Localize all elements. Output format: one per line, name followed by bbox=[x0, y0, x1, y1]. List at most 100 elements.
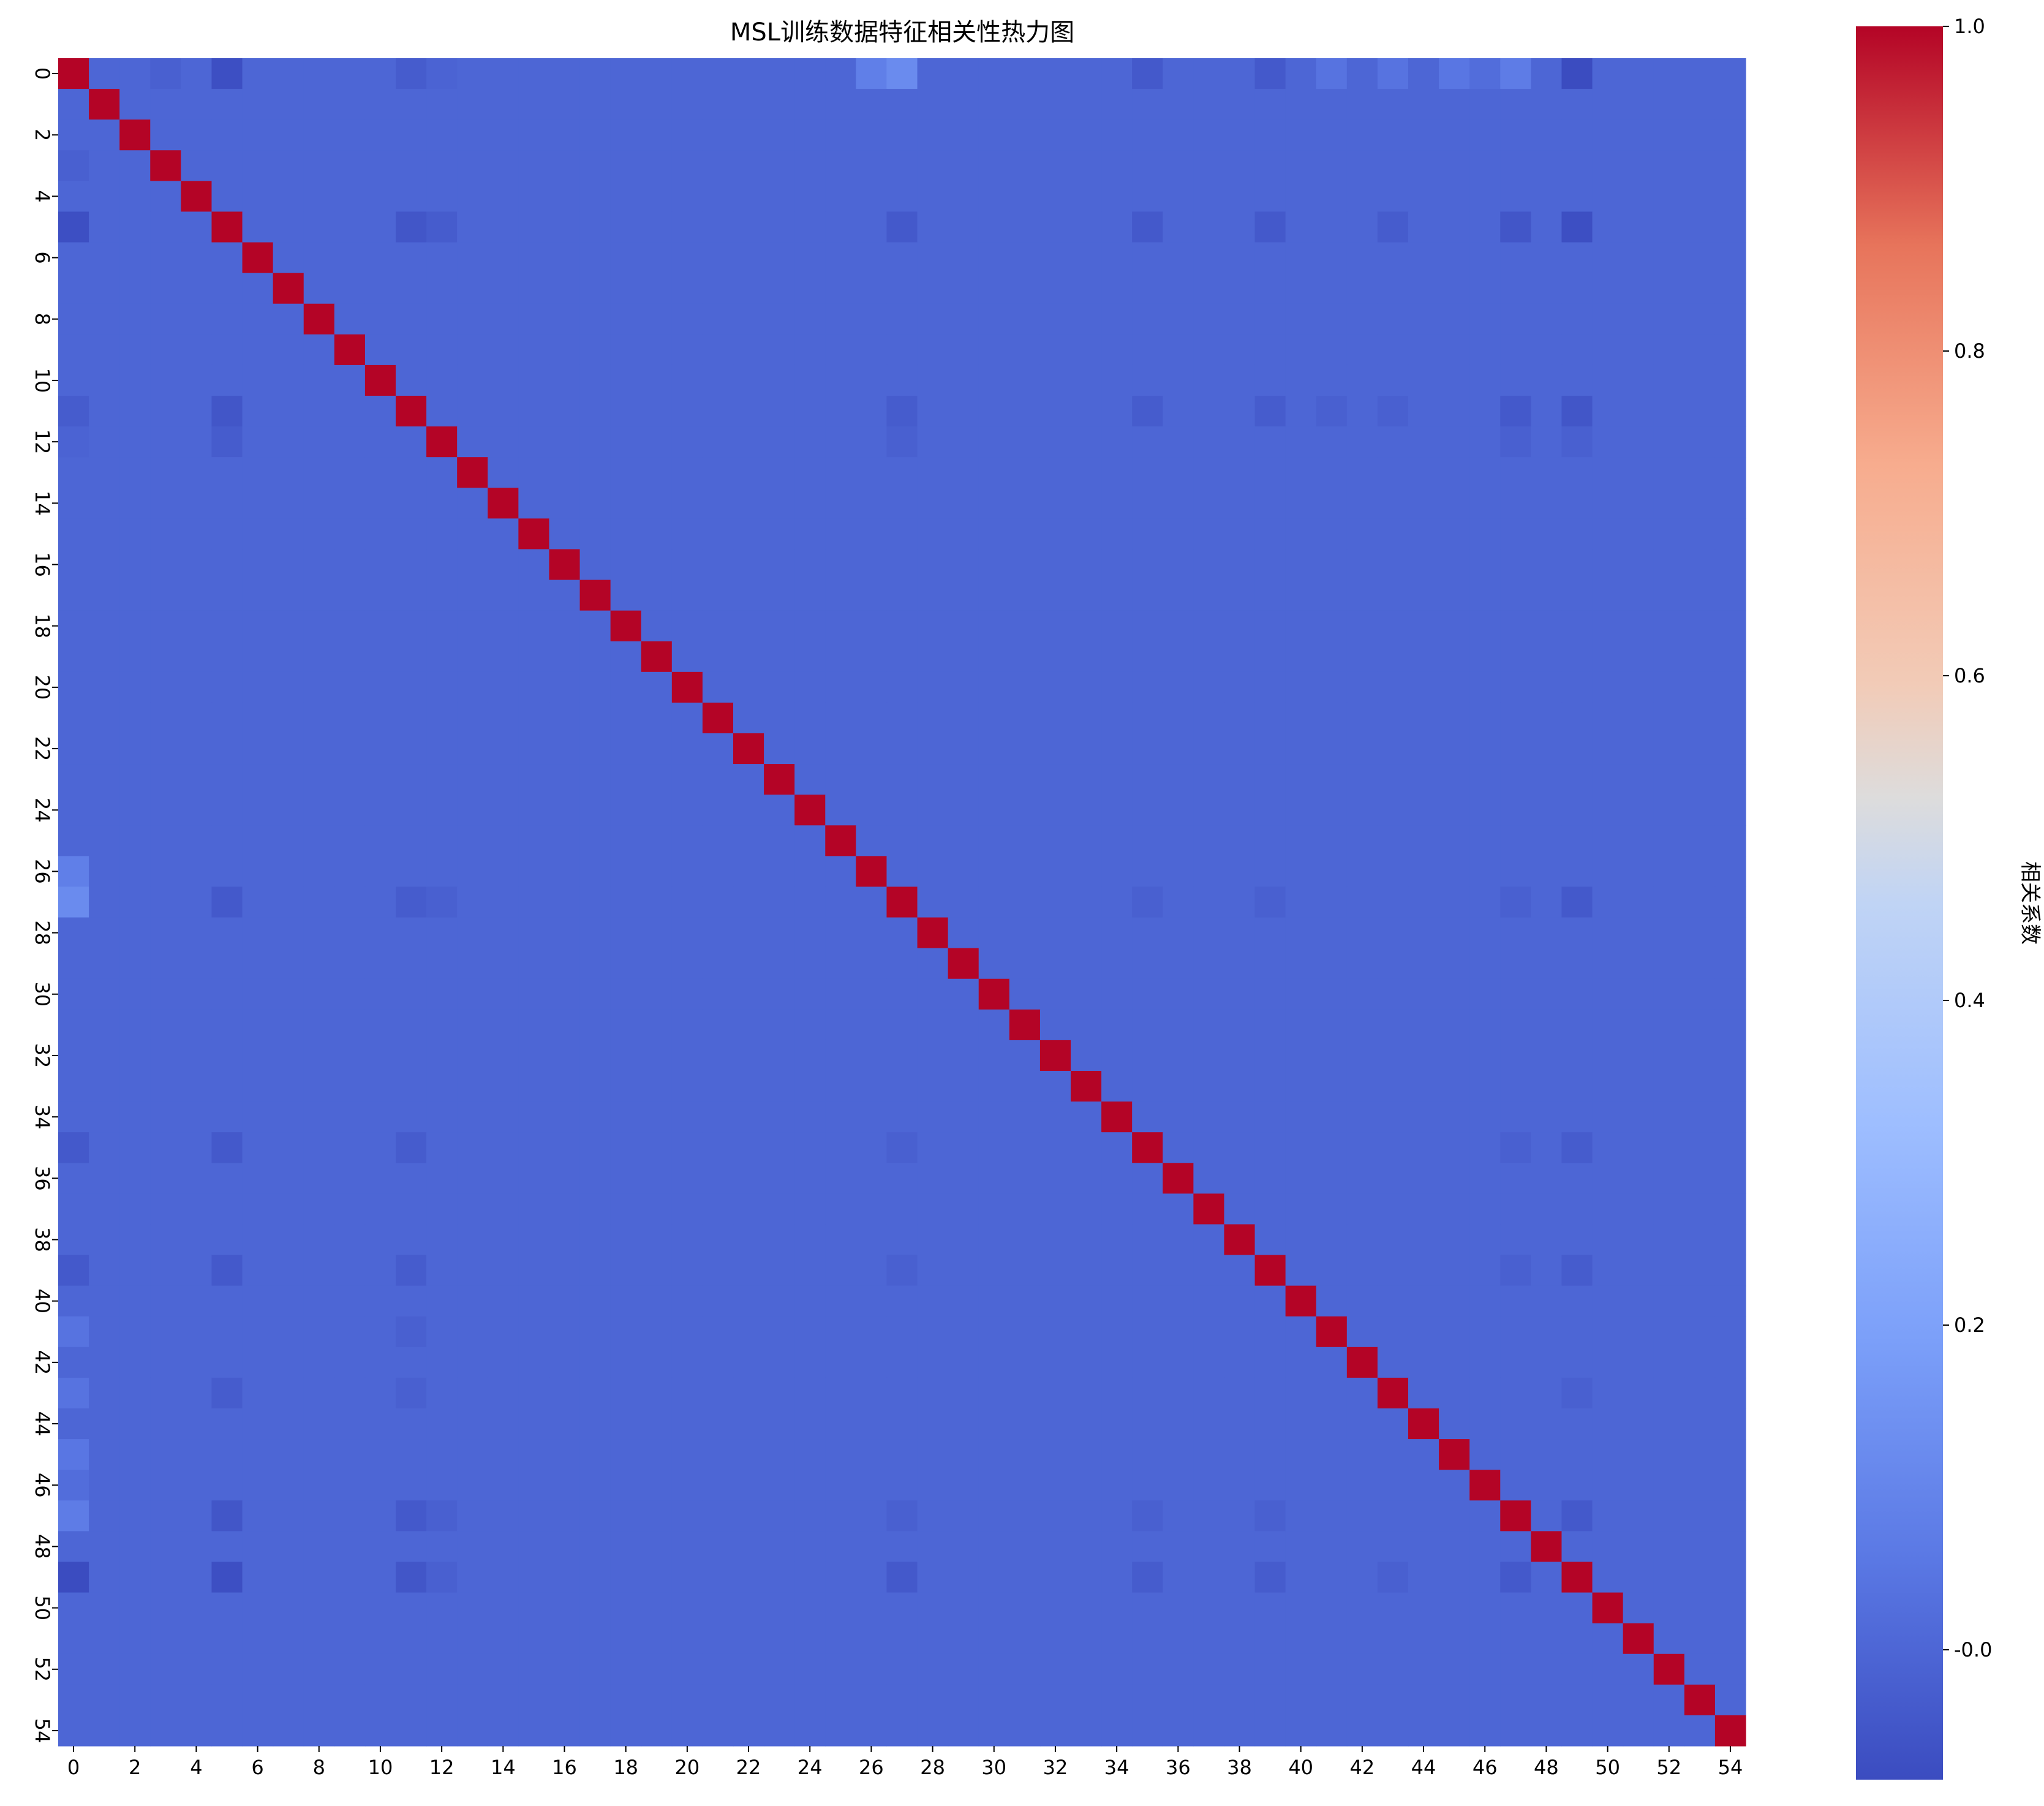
heatmap-cell bbox=[1193, 641, 1225, 673]
heatmap-cell bbox=[89, 211, 120, 243]
heatmap-cell bbox=[1009, 488, 1041, 519]
heatmap-cell bbox=[1254, 150, 1286, 181]
heatmap-cell bbox=[702, 457, 734, 488]
heatmap-cell bbox=[1193, 426, 1225, 458]
heatmap-cell bbox=[334, 1623, 366, 1655]
heatmap-cell bbox=[671, 1347, 703, 1378]
heatmap-cell bbox=[1439, 1163, 1470, 1194]
heatmap-cell bbox=[641, 1562, 673, 1593]
heatmap-cell bbox=[733, 1623, 764, 1655]
heatmap-cell bbox=[58, 1163, 89, 1194]
heatmap-cell bbox=[1500, 1653, 1531, 1685]
heatmap-cell bbox=[1254, 641, 1286, 673]
heatmap-cell bbox=[1316, 1193, 1348, 1225]
heatmap-cell bbox=[1101, 549, 1133, 581]
heatmap-cell bbox=[1714, 1592, 1746, 1624]
heatmap-cell bbox=[1224, 733, 1256, 765]
heatmap-cell bbox=[764, 1224, 795, 1256]
heatmap-cell bbox=[1101, 1715, 1133, 1747]
heatmap-cell bbox=[273, 1347, 304, 1378]
heatmap-cell bbox=[1714, 1193, 1746, 1225]
heatmap-cell-diagonal bbox=[1163, 1163, 1194, 1194]
heatmap-cell bbox=[334, 488, 366, 519]
heatmap-cell bbox=[1193, 549, 1225, 581]
heatmap-cell bbox=[364, 549, 396, 581]
heatmap-cell bbox=[1500, 488, 1531, 519]
heatmap-cell bbox=[1500, 1531, 1531, 1563]
heatmap-cell bbox=[1500, 1439, 1531, 1470]
heatmap-cell bbox=[89, 426, 120, 458]
heatmap-cell bbox=[948, 580, 979, 611]
heatmap-cell bbox=[794, 119, 826, 151]
heatmap-cell bbox=[457, 886, 488, 918]
heatmap-cell bbox=[89, 1500, 120, 1532]
heatmap-cell bbox=[1039, 1163, 1071, 1194]
heatmap-cell bbox=[1254, 119, 1286, 151]
heatmap-cell-diagonal bbox=[1623, 1623, 1654, 1655]
heatmap-cell bbox=[334, 825, 366, 856]
heatmap-cell bbox=[1592, 978, 1624, 1010]
heatmap-cell bbox=[518, 764, 550, 795]
heatmap-cell bbox=[1071, 1101, 1102, 1133]
heatmap-cell bbox=[733, 488, 764, 519]
heatmap-cell bbox=[1561, 978, 1593, 1010]
heatmap-cell bbox=[1132, 457, 1163, 488]
heatmap-cell bbox=[364, 702, 396, 734]
heatmap-cell bbox=[1653, 365, 1685, 396]
heatmap-cell bbox=[886, 89, 918, 120]
heatmap-cell bbox=[1009, 1193, 1041, 1225]
heatmap-cell bbox=[211, 334, 243, 366]
heatmap-cell bbox=[856, 181, 888, 213]
heatmap-cell bbox=[1561, 89, 1593, 120]
heatmap-cell bbox=[733, 1071, 764, 1102]
heatmap-cell bbox=[518, 702, 550, 734]
heatmap-cell bbox=[1531, 89, 1563, 120]
y-tick-label: 2 bbox=[31, 129, 54, 141]
heatmap-cell bbox=[303, 1316, 335, 1348]
heatmap-cell bbox=[364, 610, 396, 642]
heatmap-cell bbox=[1039, 303, 1071, 335]
heatmap-cell bbox=[1039, 978, 1071, 1010]
heatmap-cell bbox=[1714, 733, 1746, 765]
heatmap-cell bbox=[671, 1316, 703, 1348]
heatmap-cell bbox=[1039, 1071, 1071, 1102]
heatmap-cell bbox=[978, 610, 1010, 642]
heatmap-cell bbox=[1101, 457, 1133, 488]
heatmap-cell bbox=[1163, 181, 1194, 213]
heatmap-cell bbox=[334, 150, 366, 181]
heatmap-cell bbox=[1285, 1224, 1317, 1256]
heatmap-cell bbox=[518, 671, 550, 703]
heatmap-cell bbox=[1039, 1347, 1071, 1378]
heatmap-cell bbox=[1346, 978, 1378, 1010]
heatmap-cell bbox=[334, 211, 366, 243]
heatmap-cell bbox=[426, 119, 458, 151]
heatmap-cell bbox=[119, 1592, 151, 1624]
heatmap-cell bbox=[948, 1285, 979, 1317]
heatmap-cell bbox=[825, 119, 856, 151]
heatmap-cell bbox=[978, 1040, 1010, 1071]
heatmap-cell bbox=[948, 1193, 979, 1225]
heatmap-cell bbox=[671, 396, 703, 427]
heatmap-cell bbox=[1193, 1592, 1225, 1624]
heatmap-cell bbox=[1439, 58, 1470, 89]
heatmap-cell bbox=[58, 457, 89, 488]
heatmap-cell bbox=[641, 1255, 673, 1286]
heatmap-cell bbox=[886, 1500, 918, 1532]
heatmap-cell bbox=[948, 334, 979, 366]
heatmap-cell bbox=[579, 1132, 611, 1163]
heatmap-cell bbox=[1684, 917, 1716, 949]
heatmap-cell bbox=[1439, 89, 1470, 120]
heatmap-cell bbox=[1346, 1285, 1378, 1317]
heatmap-cell bbox=[150, 1255, 181, 1286]
heatmap-cell bbox=[242, 917, 274, 949]
heatmap-cell bbox=[1009, 1255, 1041, 1286]
heatmap-cell bbox=[886, 1347, 918, 1378]
heatmap-cell bbox=[273, 58, 304, 89]
heatmap-cell bbox=[1101, 303, 1133, 335]
heatmap-cell bbox=[1408, 1684, 1439, 1716]
heatmap-cell bbox=[1592, 1500, 1624, 1532]
heatmap-cell bbox=[764, 273, 795, 304]
heatmap-cell bbox=[488, 1715, 519, 1747]
heatmap-cell bbox=[671, 795, 703, 826]
heatmap-cell bbox=[1132, 1562, 1163, 1593]
